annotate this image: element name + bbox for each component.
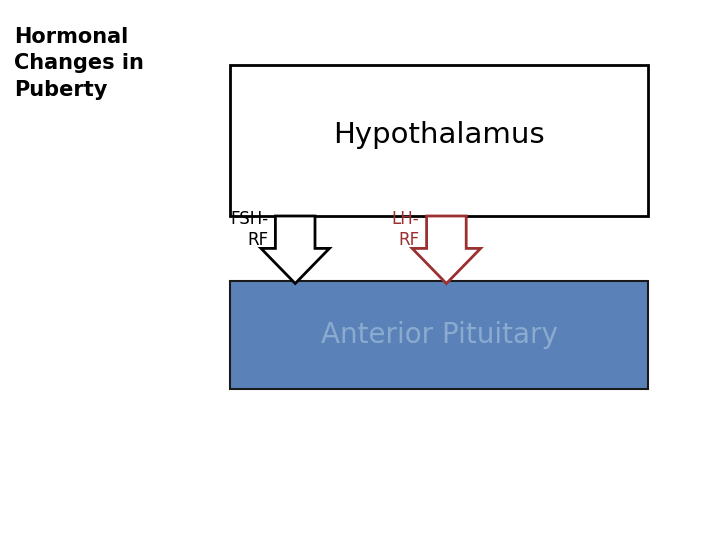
Polygon shape <box>261 216 329 284</box>
Polygon shape <box>412 216 481 284</box>
Text: Anterior Pituitary: Anterior Pituitary <box>321 321 557 349</box>
Text: LH-
RF: LH- RF <box>392 210 419 249</box>
Bar <box>230 65 648 216</box>
Text: Hypothalamus: Hypothalamus <box>333 121 545 149</box>
Text: Hormonal
Changes in
Puberty: Hormonal Changes in Puberty <box>14 27 144 100</box>
Text: FSH-
RF: FSH- RF <box>230 210 268 249</box>
Bar <box>230 281 648 389</box>
